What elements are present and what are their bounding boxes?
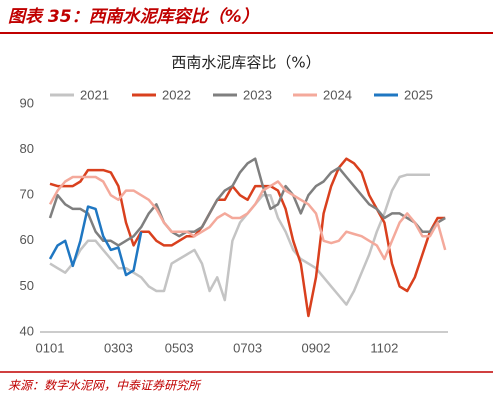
line-series	[49, 173, 430, 306]
x-tick-label: 0703	[233, 340, 262, 355]
line-series	[48, 157, 446, 247]
legend-label: 2025	[404, 87, 433, 102]
y-tick-label: 40	[20, 323, 34, 338]
y-tick-label: 50	[20, 278, 34, 293]
y-tick-label: 80	[20, 141, 34, 156]
legend-label: 2023	[243, 87, 272, 102]
legend-label: 2021	[80, 87, 109, 102]
line-series	[48, 205, 143, 277]
y-tick-label: 90	[20, 95, 34, 110]
x-tick-label: 0303	[104, 340, 133, 355]
header-title: 图表 35：西南水泥库容比（%）	[8, 7, 259, 27]
legend-label: 2024	[323, 87, 352, 102]
y-tick-label: 70	[20, 187, 34, 202]
legend-label: 2022	[162, 87, 191, 102]
footer-source: 来源：数字水泥网，中泰证券研究所	[8, 379, 202, 393]
x-tick-label: 1102	[370, 340, 398, 355]
line-series	[49, 157, 446, 318]
x-tick-label: 0101	[36, 340, 65, 355]
x-tick-label: 0503	[165, 340, 194, 355]
y-tick-label: 60	[20, 232, 34, 247]
x-tick-label: 0902	[302, 340, 331, 355]
chart-title: 西南水泥库容比（%）	[171, 54, 320, 72]
line-series	[48, 175, 447, 261]
